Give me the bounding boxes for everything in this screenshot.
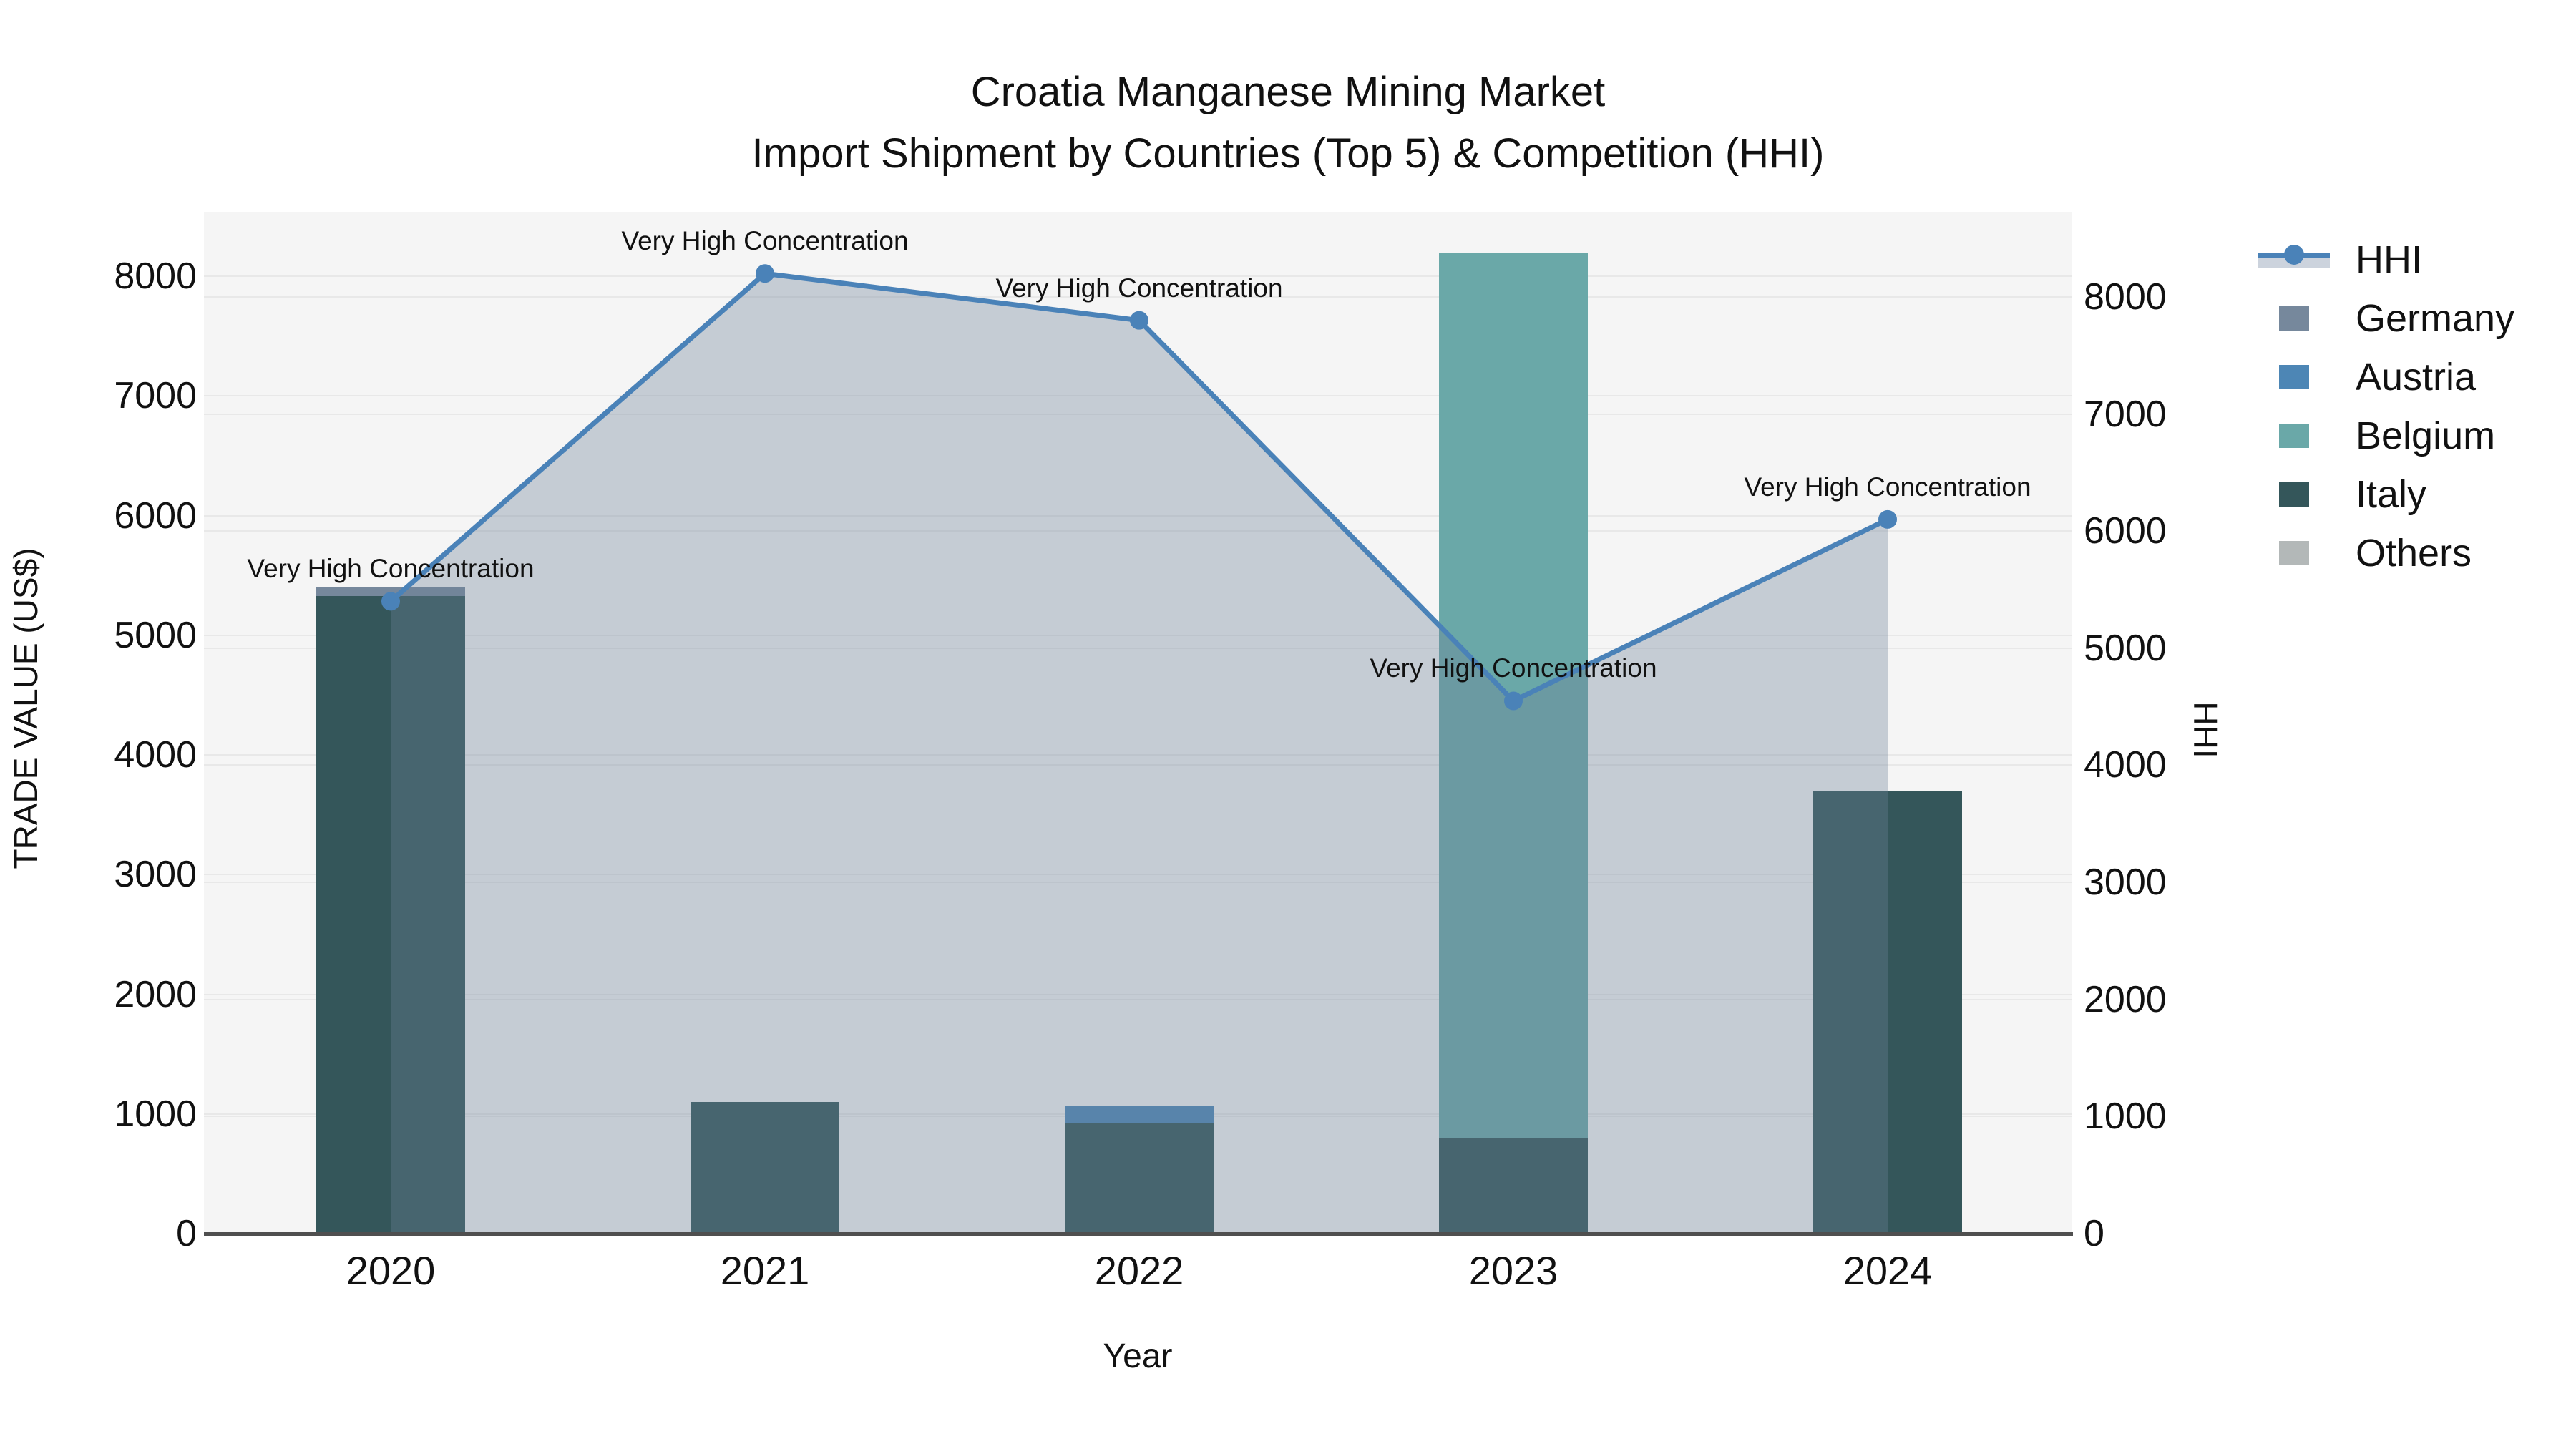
y-tick-left-4000: 4000 — [114, 734, 197, 776]
x-tick-2023: 2023 — [1468, 1248, 1558, 1293]
y-tick-left-2000: 2000 — [114, 973, 197, 1015]
gridline-left-3000 — [204, 874, 2072, 876]
legend-swatch-slot — [2248, 482, 2340, 507]
bar-segment-germany-2020[interactable] — [316, 587, 465, 596]
legend-label-belgium: Belgium — [2356, 414, 2496, 457]
hhi-marker-2020[interactable] — [381, 592, 400, 611]
x-tick-2022: 2022 — [1094, 1248, 1184, 1293]
x-axis-title: Year — [1103, 1337, 1173, 1375]
gridline-right-4000 — [204, 764, 2072, 766]
gridline-right-3000 — [204, 882, 2072, 884]
gridline-right-7000 — [204, 413, 2072, 415]
y-tick-right-6000: 6000 — [2084, 510, 2167, 552]
legend-label-italy: Italy — [2356, 473, 2427, 516]
legend-label-others: Others — [2356, 532, 2472, 575]
legend-item-austria[interactable]: Austria — [2248, 348, 2514, 406]
y-tick-left-3000: 3000 — [114, 854, 197, 896]
gridline-left-6000 — [204, 514, 2072, 517]
legend-swatch-austria — [2279, 365, 2309, 389]
legend-swatch-slot — [2248, 306, 2340, 331]
y-tick-right-3000: 3000 — [2084, 862, 2167, 904]
y-tick-right-0: 0 — [2084, 1213, 2104, 1254]
hhi-legend-sample — [2258, 245, 2330, 269]
y-tick-right-1000: 1000 — [2084, 1096, 2167, 1138]
gridline-left-4000 — [204, 754, 2072, 756]
legend-label-germany: Germany — [2356, 297, 2515, 340]
gridline-left-2000 — [204, 993, 2072, 995]
annotation-2020: Very High Concentration — [247, 554, 535, 584]
gridline-right-8000 — [204, 296, 2072, 298]
hhi-marker-2022[interactable] — [1130, 311, 1148, 330]
annotation-2024: Very High Concentration — [1744, 472, 2031, 502]
x-axis-line — [204, 1232, 2073, 1236]
left-axis-title: TRADE VALUE (US$) — [7, 547, 44, 869]
y-tick-right-7000: 7000 — [2084, 393, 2167, 435]
legend: HHI Germany Austria Belgium Italy Others — [2248, 230, 2514, 582]
gridline-right-5000 — [204, 647, 2072, 649]
y-tick-right-5000: 5000 — [2084, 627, 2167, 669]
legend-swatch-slot — [2248, 541, 2340, 565]
gridline-left-5000 — [204, 634, 2072, 636]
x-tick-2024: 2024 — [1843, 1248, 1933, 1293]
legend-swatch-germany — [2279, 306, 2309, 331]
chart-title: Croatia Manganese Mining Market — [970, 69, 1606, 115]
bar-segment-italy-2024[interactable] — [1813, 791, 1962, 1234]
legend-swatch-italy — [2279, 482, 2309, 507]
legend-item-belgium[interactable]: Belgium — [2248, 406, 2514, 465]
gridline-right-2000 — [204, 998, 2072, 1000]
chart-subtitle: Import Shipment by Countries (Top 5) & C… — [751, 130, 1825, 177]
annotation-2022: Very High Concentration — [995, 273, 1283, 303]
hhi-marker-2024[interactable] — [1878, 509, 1897, 529]
legend-swatch-slot — [2248, 424, 2340, 448]
legend-swatch-slot — [2248, 245, 2340, 269]
hhi-overlay — [381, 264, 1897, 1234]
y-tick-left-7000: 7000 — [114, 375, 197, 417]
bar-segment-italy-2023[interactable] — [1439, 1138, 1588, 1234]
hhi-marker-2023[interactable] — [1504, 691, 1523, 711]
bar-segment-italy-2021[interactable] — [691, 1102, 839, 1234]
x-tick-2021: 2021 — [720, 1248, 810, 1293]
bar-segment-italy-2022[interactable] — [1065, 1123, 1214, 1234]
x-tick-2020: 2020 — [346, 1248, 436, 1293]
legend-label-austria: Austria — [2356, 356, 2477, 399]
y-tick-left-6000: 6000 — [114, 494, 197, 537]
legend-swatch-belgium — [2279, 424, 2309, 448]
legend-swatch-slot — [2248, 365, 2340, 389]
y-tick-right-8000: 8000 — [2084, 275, 2167, 318]
legend-item-hhi[interactable]: HHI — [2248, 230, 2514, 289]
gridline-right-6000 — [204, 530, 2072, 532]
bar-segment-italy-2020[interactable] — [316, 595, 465, 1234]
hhi-marker-2021[interactable] — [756, 264, 774, 283]
y-tick-left-8000: 8000 — [114, 255, 197, 297]
legend-label-hhi: HHI — [2356, 238, 2422, 281]
gridline-left-8000 — [204, 275, 2072, 277]
y-tick-left-5000: 5000 — [114, 614, 197, 656]
legend-item-others[interactable]: Others — [2248, 524, 2514, 582]
y-tick-right-4000: 4000 — [2084, 744, 2167, 786]
bar-segment-austria-2022[interactable] — [1065, 1106, 1214, 1124]
plot-area: Very High Concentration Very High Concent… — [204, 212, 2072, 1234]
annotation-2021: Very High Concentration — [621, 226, 909, 256]
gridline-left-7000 — [204, 395, 2072, 397]
legend-swatch-others — [2279, 541, 2309, 565]
legend-item-italy[interactable]: Italy — [2248, 465, 2514, 524]
annotation-2023: Very High Concentration — [1370, 653, 1657, 683]
hhi-marker-icon — [2284, 245, 2304, 265]
legend-item-germany[interactable]: Germany — [2248, 289, 2514, 348]
y-tick-left-0: 0 — [176, 1213, 197, 1254]
y-tick-right-2000: 2000 — [2084, 978, 2167, 1020]
hhi-fill-area — [391, 273, 1888, 1234]
y-tick-left-1000: 1000 — [114, 1093, 197, 1135]
